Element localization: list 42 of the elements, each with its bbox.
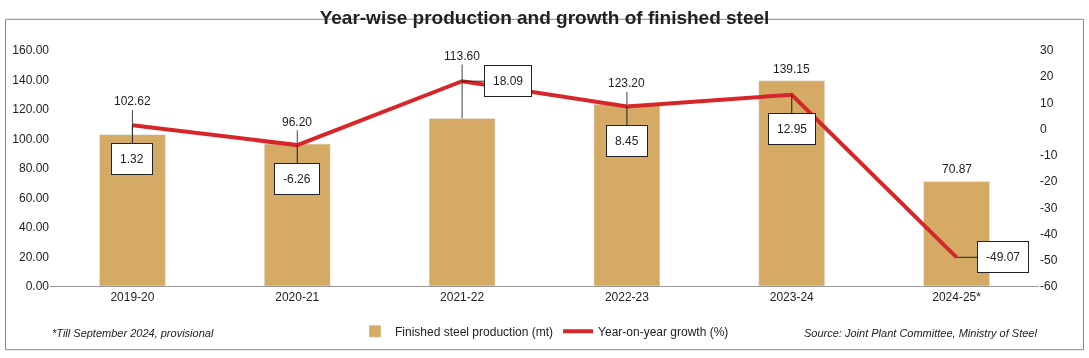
y2-tick-label: -40 xyxy=(1040,226,1058,241)
y-tick-label: 40.00 xyxy=(18,220,50,235)
chart-title: Year-wise production and growth of finished steel xyxy=(319,7,770,29)
y-tick-label: 80.00 xyxy=(18,161,50,176)
x-tick-label: 2024-25* xyxy=(932,290,982,305)
y-tick-label: 100.00 xyxy=(12,131,50,146)
data-label: 18.09 xyxy=(493,74,524,88)
y2-tick-label: -60 xyxy=(1040,279,1058,294)
x-tick-label: 2022-23 xyxy=(604,290,650,305)
data-label: -6.26 xyxy=(283,172,311,186)
data-label: 70.87 xyxy=(942,162,973,176)
legend-label: Finished steel production (mt) xyxy=(395,324,554,339)
data-label: -49.07 xyxy=(986,250,1021,264)
y-tick-label: 0.00 xyxy=(25,279,50,294)
x-tick-label: 2019-20 xyxy=(110,290,155,305)
y2-tick-label: -10 xyxy=(1040,148,1058,163)
y2-tick-label: 30 xyxy=(1040,43,1054,58)
y-tick-label: 60.00 xyxy=(18,190,50,205)
data-label: 139.15 xyxy=(773,62,811,76)
data-label: 12.95 xyxy=(777,122,808,136)
x-tick-label: 2021-22 xyxy=(440,290,485,305)
x-tick-label: 2020-21 xyxy=(275,290,320,305)
data-label: 1.32 xyxy=(120,152,144,166)
data-label: 96.20 xyxy=(282,115,313,129)
y2-tick-label: -50 xyxy=(1040,252,1058,267)
source-note: Source: Joint Plant Committee, Ministry of Steel xyxy=(804,327,1038,339)
y2-tick-label: 10 xyxy=(1040,95,1054,110)
y2-tick-label: 0 xyxy=(1040,121,1047,136)
y-tick-label: 120.00 xyxy=(12,102,50,117)
y-tick-label: 20.00 xyxy=(18,249,50,264)
data-label: 123.20 xyxy=(608,76,646,90)
y2-tick-label: 20 xyxy=(1040,69,1054,84)
data-label: 113.60 xyxy=(444,49,481,63)
x-tick-label: 2023-24 xyxy=(769,290,815,305)
text: *Till September 2024, provisional xyxy=(52,327,214,339)
y-tick-label: 140.00 xyxy=(12,72,50,87)
y2-tick-label: -30 xyxy=(1040,200,1058,215)
data-label: 8.45 xyxy=(615,134,639,148)
legend-label: Year-on-year growth (%) xyxy=(598,324,729,339)
y-tick-label: 160.00 xyxy=(12,43,50,58)
y2-tick-label: -20 xyxy=(1040,174,1058,189)
data-label: 102.62 xyxy=(114,94,152,108)
